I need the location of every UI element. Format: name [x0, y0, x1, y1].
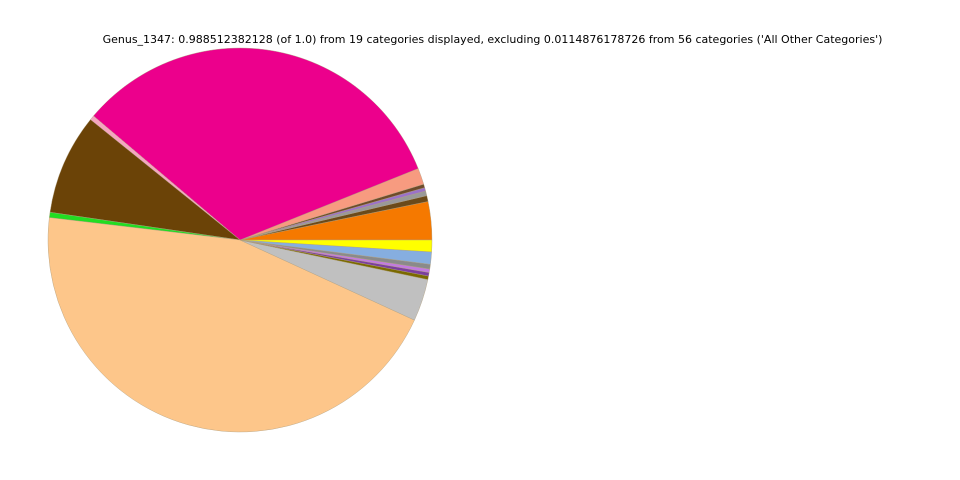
- chart-title: Genus_1347: 0.988512382128 (of 1.0) from…: [102, 33, 883, 46]
- pie-slice-7: [93, 47, 419, 241]
- pie-slice-11: [47, 217, 415, 433]
- pie-slice-9: [49, 119, 241, 241]
- pie-slice-18: [239, 239, 433, 253]
